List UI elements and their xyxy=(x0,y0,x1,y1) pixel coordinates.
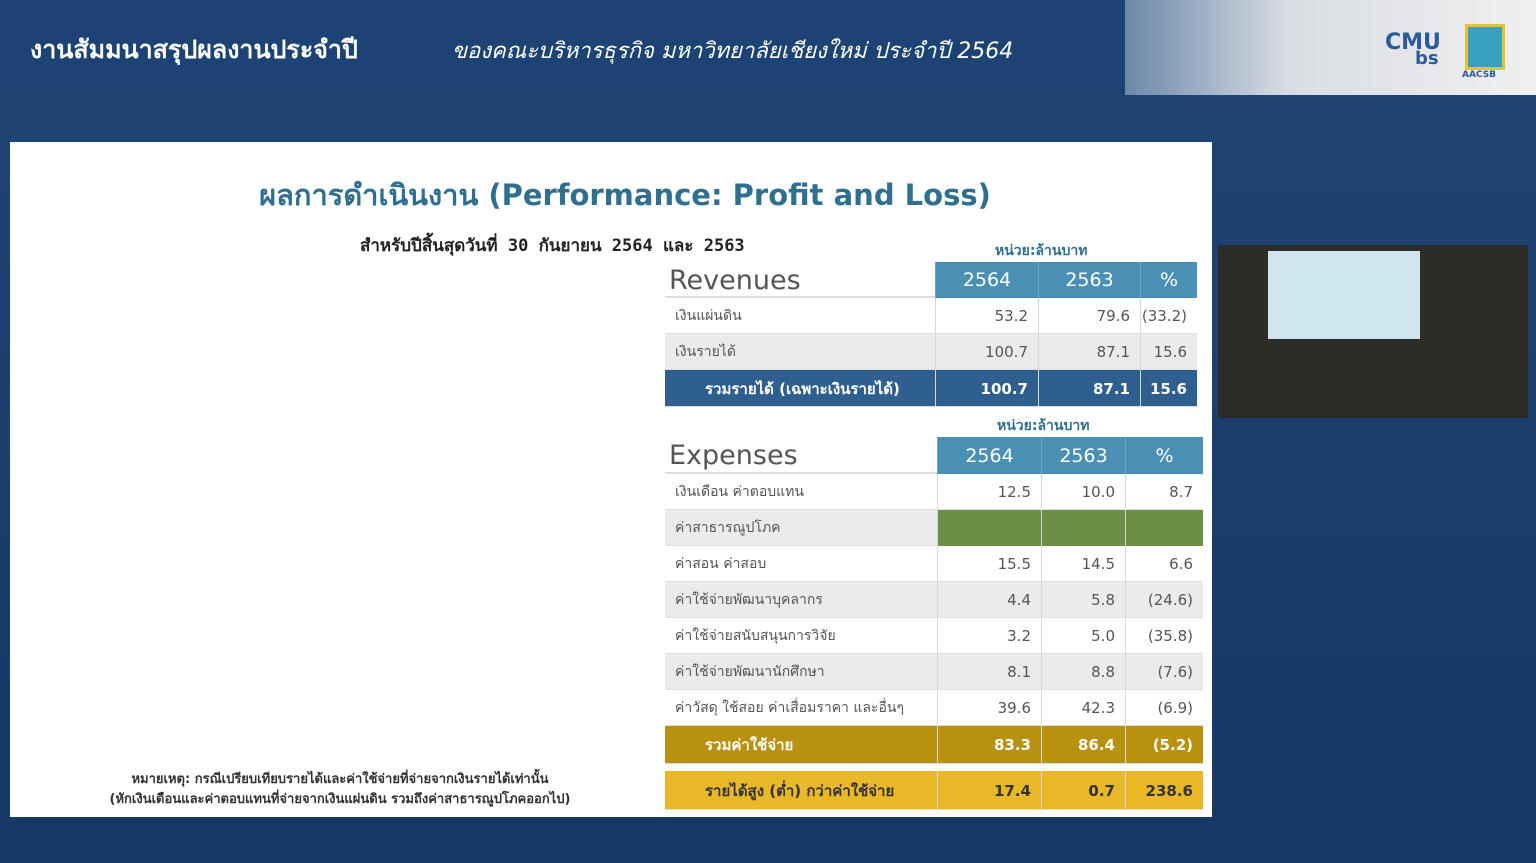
cell-value: 39.6 xyxy=(937,690,1041,726)
logo-suffix: bs xyxy=(1415,48,1439,69)
cell-value: 5.8 xyxy=(1041,582,1125,618)
logo: CMU xyxy=(1385,30,1441,55)
row-bg xyxy=(665,654,1203,690)
cell-value: 10.0 xyxy=(1041,474,1125,510)
cell-value: 53.2 xyxy=(935,298,1038,334)
cell-value: 100.7 xyxy=(935,334,1038,370)
row-label: เงินเดือน ค่าตอบแทน xyxy=(675,484,804,500)
net-label: รายได้สูง (ต่ำ) กว่าค่าใช้จ่าย xyxy=(705,781,895,800)
table-title-underline xyxy=(665,296,935,298)
cell-value: 3.2 xyxy=(937,618,1041,654)
table-title: Expenses xyxy=(669,440,798,471)
row-label: ค่าใช้จ่ายพัฒนานักศึกษา xyxy=(675,664,825,680)
empty-cell xyxy=(937,510,1041,546)
column-header: 2563 xyxy=(1041,437,1125,474)
cell-value: (35.8) xyxy=(1125,618,1203,654)
cell-value: 8.1 xyxy=(937,654,1041,690)
row-bg xyxy=(665,690,1203,726)
slide-subtitle: สำหรับปีสิ้นสุดวันที่ 30 กันยายน 2564 แล… xyxy=(360,236,745,256)
cell-value: 238.6 xyxy=(1125,771,1203,810)
camera-inset xyxy=(1218,245,1528,418)
cell-value: 8.7 xyxy=(1125,474,1203,510)
row-label: เงินแผ่นดิน xyxy=(675,308,742,324)
column-header: 2564 xyxy=(937,437,1041,474)
top-bar xyxy=(0,0,1125,95)
row-bg xyxy=(665,334,1197,370)
row-bg xyxy=(665,582,1203,618)
cell-value: 100.7 xyxy=(935,370,1038,407)
cell-value: (5.2) xyxy=(1125,726,1203,764)
total-row-bg xyxy=(665,726,1203,764)
cell-value: 15.5 xyxy=(937,546,1041,582)
table-title: Revenues xyxy=(669,264,801,296)
cell-value: 8.8 xyxy=(1041,654,1125,690)
header-subtitle: ของคณะบริหารธุรกิจ มหาวิทยาลัยเชียงใหม่ … xyxy=(452,39,1014,64)
row-label: ค่าสอน ค่าสอบ xyxy=(675,556,767,572)
row-label: ค่าใช้จ่ายสนับสนุนการวิจัย xyxy=(675,628,836,644)
badge: AACSB xyxy=(1462,70,1497,80)
badge-icon xyxy=(1465,24,1505,70)
row-bg xyxy=(665,298,1197,334)
cell-value: 86.4 xyxy=(1041,726,1125,764)
cell-value: 87.1 xyxy=(1038,370,1140,407)
cell-value: 15.6 xyxy=(1140,334,1197,370)
row-bg xyxy=(665,474,1203,510)
cell-value: 15.6 xyxy=(1140,370,1197,407)
total-label: รวมรายได้ (เฉพาะเงินรายได้) xyxy=(705,379,900,398)
projected-slide xyxy=(1268,251,1420,339)
cell-value: 87.1 xyxy=(1038,334,1140,370)
unit-label: หน่วย:ล้านบาท xyxy=(995,243,1088,259)
row-bg xyxy=(665,546,1203,582)
column-header: 2564 xyxy=(935,262,1038,298)
row-label: ค่าใช้จ่ายพัฒนาบุคลากร xyxy=(675,592,823,608)
note-line: (หักเงินเดือนและค่าตอบแทนที่จ่ายจากเงินแ… xyxy=(109,792,571,807)
cell-value: (7.6) xyxy=(1125,654,1203,690)
row-label: เงินรายได้ xyxy=(675,344,736,360)
net-row-bg xyxy=(665,771,1203,810)
cell-value: 4.4 xyxy=(937,582,1041,618)
cell-value: (6.9) xyxy=(1125,690,1203,726)
table-title-underline xyxy=(665,472,937,474)
note: หมายเหตุ: กรณีเปรียบเทียบรายได้และค่าใช้… xyxy=(40,770,640,810)
column-header: % xyxy=(1140,262,1197,298)
cell-value: 42.3 xyxy=(1041,690,1125,726)
total-row-bg xyxy=(665,370,1197,407)
column-header: % xyxy=(1125,437,1203,474)
empty-cell xyxy=(1125,510,1203,546)
cell-value: (24.6) xyxy=(1125,582,1203,618)
cell-value: (33.2) xyxy=(1140,298,1197,334)
header-title: งานสัมมนาสรุปผลงานประจำปี xyxy=(30,35,358,64)
cell-value: 5.0 xyxy=(1041,618,1125,654)
cell-value: 79.6 xyxy=(1038,298,1140,334)
row-bg xyxy=(665,618,1203,654)
cell-value: 12.5 xyxy=(937,474,1041,510)
row-label: ค่าสาธารณูปโภค xyxy=(675,520,781,536)
column-header: 2563 xyxy=(1038,262,1140,298)
cell-value: 83.3 xyxy=(937,726,1041,764)
total-label: รวมค่าใช้จ่าย xyxy=(705,736,794,754)
cell-value: 0.7 xyxy=(1041,771,1125,810)
cell-value: 14.5 xyxy=(1041,546,1125,582)
unit-label: หน่วย:ล้านบาท xyxy=(997,418,1090,434)
slide-title: ผลการดำเนินงาน (Performance: Profit and … xyxy=(259,178,991,212)
cell-value: 6.6 xyxy=(1125,546,1203,582)
note-line: หมายเหตุ: กรณีเปรียบเทียบรายได้และค่าใช้… xyxy=(131,772,549,787)
empty-cell xyxy=(1041,510,1125,546)
row-label: ค่าวัสดุ ใช้สอย ค่าเสื่อมราคา และอื่นๆ xyxy=(675,700,904,716)
cell-value: 17.4 xyxy=(937,771,1041,810)
